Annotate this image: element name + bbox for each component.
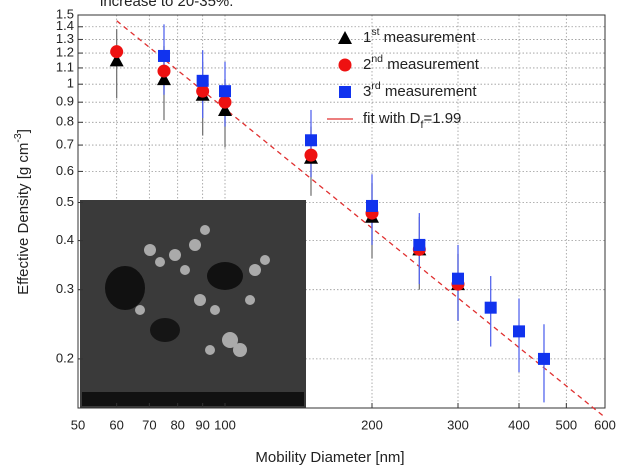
data-point (157, 49, 170, 62)
data-point (196, 84, 210, 98)
x-tick-label: 90 (195, 417, 209, 432)
label-part: Effective Density [g cm (15, 143, 32, 295)
y-tick-label: 0.3 (56, 281, 74, 296)
y-tick-label: 0.9 (56, 94, 74, 109)
y-tick-label: 0.5 (56, 194, 74, 209)
y-axis-label: Effective Density [g cm-3] (12, 129, 32, 295)
label-part: =1.99 (423, 110, 461, 127)
y-tick-label: 1.5 (56, 6, 74, 21)
x-tick-label: 70 (142, 417, 156, 432)
label-part: 3 (363, 83, 371, 100)
data-point (157, 64, 171, 78)
x-tick-label: 200 (361, 417, 383, 432)
label-part: 2 (363, 56, 371, 73)
x-tick-label: 50 (71, 417, 85, 432)
y-tick-label: 1.2 (56, 45, 74, 60)
data-point (219, 85, 232, 98)
label-part: -3 (12, 133, 24, 142)
data-point (513, 325, 526, 338)
data-point (218, 95, 232, 109)
plot-frame (77, 14, 606, 409)
data-point (109, 53, 124, 67)
label-part: measurement (380, 29, 477, 46)
legend-marker (338, 58, 352, 72)
data-point (537, 352, 550, 365)
data-point (366, 199, 379, 212)
legend-label: 2nd measurement (363, 53, 480, 73)
caption-fragment: increase to 20-35%. (100, 0, 233, 10)
data-point (304, 148, 318, 162)
x-tick-label: 60 (109, 417, 123, 432)
y-tick-label: 0.4 (56, 232, 74, 247)
x-tick-label: 300 (447, 417, 469, 432)
legend-label: fit with Df=1.99 (363, 110, 461, 131)
y-tick-label: 0.6 (56, 163, 74, 178)
x-axis-label: Mobility Diameter [nm] (255, 449, 404, 466)
label-part: measurement (381, 83, 478, 100)
fit-line (116, 20, 606, 418)
y-tick-label: 0.7 (56, 137, 74, 152)
x-tick-label: 100 (214, 417, 236, 432)
x-tick-label: 80 (170, 417, 184, 432)
label-part: nd (371, 53, 383, 65)
x-tick-label: 500 (555, 417, 577, 432)
label-part: ] (15, 129, 32, 133)
legend-label: 3rd measurement (363, 80, 477, 100)
legend-marker (339, 86, 351, 98)
label-part: measurement (383, 56, 480, 73)
label-part: st (371, 26, 379, 38)
label-part: fit with D (363, 110, 421, 127)
data-point (156, 72, 171, 86)
y-tick-label: 1 (67, 76, 74, 91)
y-tick-label: 1.3 (56, 31, 74, 46)
data-point (451, 272, 464, 285)
data-point (484, 301, 497, 314)
y-tick-label: 1.4 (56, 18, 74, 33)
data-point (196, 74, 209, 87)
legend-marker (338, 31, 352, 44)
x-tick-label: 600 (594, 417, 616, 432)
sem-inset-image (80, 200, 306, 408)
y-tick-label: 0.8 (56, 114, 74, 129)
label-part: f (421, 119, 424, 131)
y-tick-label: 1.1 (56, 59, 74, 74)
y-tick-label: 0.2 (56, 350, 74, 365)
legend-label: 1st measurement (363, 26, 476, 46)
x-tick-label: 400 (508, 417, 530, 432)
data-point (110, 45, 124, 59)
data-point (218, 102, 233, 116)
label-part: 1 (363, 29, 371, 46)
label-part: rd (371, 80, 380, 92)
data-point (304, 134, 317, 147)
data-point (413, 238, 426, 251)
